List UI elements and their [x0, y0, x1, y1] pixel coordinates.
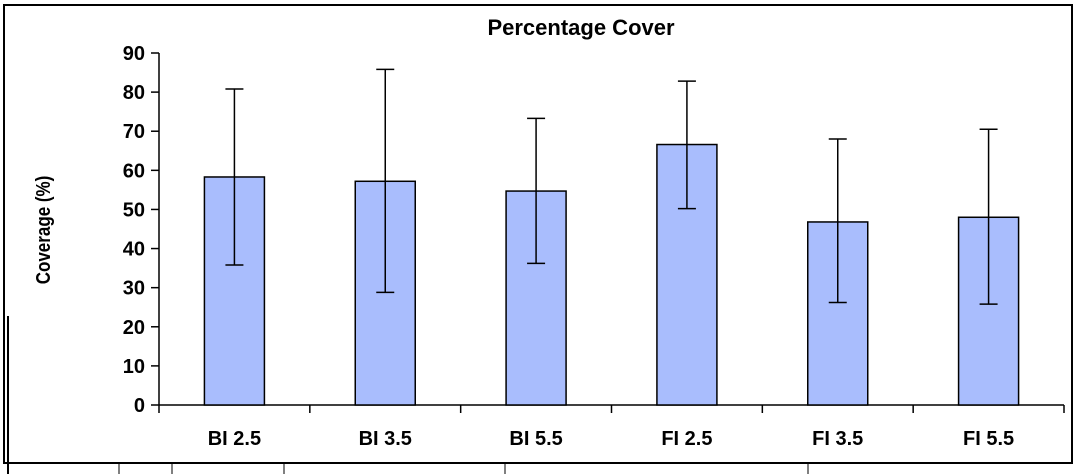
x-tick-label: FI 3.5: [812, 428, 863, 450]
y-tick-label: 90: [123, 43, 145, 65]
y-axis-title: Coverage (%): [32, 176, 55, 285]
y-tick-label: 20: [123, 317, 145, 339]
x-tick-label: FI 5.5: [963, 428, 1014, 450]
x-tick-label: BI 5.5: [509, 428, 562, 450]
y-tick-label: 10: [123, 356, 145, 378]
y-tick-label: 60: [123, 160, 145, 182]
y-tick-label: 70: [123, 121, 145, 143]
y-tick-label: 50: [123, 199, 145, 221]
chart-title: Percentage Cover: [487, 15, 675, 40]
y-tick-label: 30: [123, 278, 145, 300]
x-tick-label: BI 3.5: [359, 428, 412, 450]
x-tick-label: FI 2.5: [661, 428, 712, 450]
x-tick-label: BI 2.5: [208, 428, 261, 450]
y-tick-label: 40: [123, 239, 145, 261]
y-tick-label: 0: [134, 395, 145, 417]
plot-area: 0 10 20 30 40 50 60 70 80 90 BI 2.5 BI 3.5 BI 5.5 FI …: [123, 43, 1065, 450]
y-tick-label: 80: [123, 82, 145, 104]
